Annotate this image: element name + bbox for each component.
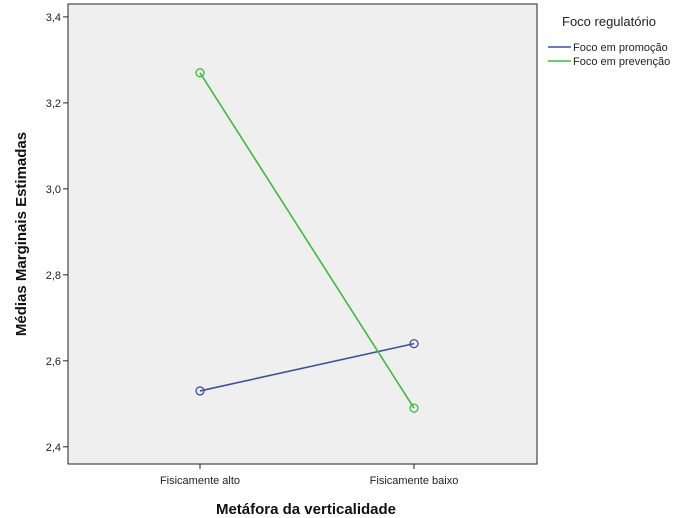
y-tick-label: 2,6 [46,356,61,368]
x-axis: Fisicamente alto Fisicamente baixo [160,464,458,487]
y-tick-label: 2,4 [46,442,61,454]
series-2-point-1 [195,68,205,78]
series-1-point-2 [409,338,419,349]
series-1-point-1 [195,386,205,396]
series-2-point-2 [409,403,419,413]
x-tick-label: Fisicamente baixo [370,475,459,487]
series-line-2 [199,72,415,409]
x-axis-title: Metáfora da verticalidade [216,501,396,518]
y-tick-label: 3,4 [46,12,61,24]
legend-label-2: Foco em prevenção [573,56,670,68]
legend-label-1: Foco em promoção [573,42,668,54]
y-tick-label: 2,8 [46,270,61,282]
series-layer [195,68,419,413]
y-tick-label: 3,0 [46,184,61,196]
y-axis: 2,4 2,6 2,8 3,0 3,2 3,4 [46,12,68,454]
legend-title: Foco regulatório [562,14,656,29]
y-tick-label: 3,2 [46,98,61,110]
legend: Foco regulatório Foco em promoção Foco em… [548,14,670,68]
x-tick-label: Fisicamente alto [160,475,240,487]
y-axis-title: Médias Marginais Estimadas [13,132,30,336]
